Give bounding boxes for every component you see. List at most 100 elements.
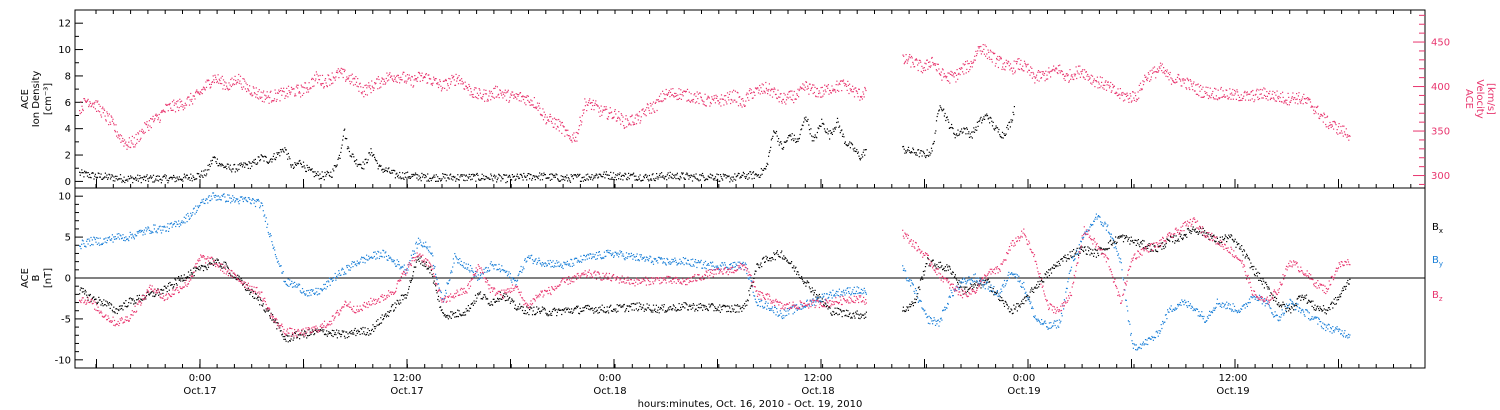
bx-point <box>813 294 815 296</box>
velocity-point <box>820 87 822 89</box>
velocity-point <box>905 54 907 56</box>
ion-density-point <box>526 175 528 177</box>
ion-density-point <box>450 178 452 180</box>
bx-point <box>903 310 905 312</box>
velocity-point <box>362 91 364 93</box>
velocity-point <box>380 86 382 88</box>
velocity-point <box>843 82 845 84</box>
bx-point <box>195 270 197 272</box>
ion-density-point <box>732 180 734 182</box>
bx-point <box>769 257 771 260</box>
ion-density-point <box>564 179 566 181</box>
velocity-point <box>419 80 421 82</box>
bx-point <box>93 296 95 298</box>
ion-density-point <box>997 131 999 133</box>
bx-point <box>458 310 460 312</box>
bx-point <box>452 312 454 314</box>
velocity-point <box>928 61 930 63</box>
bx-point <box>118 305 121 307</box>
ion-density-point <box>117 178 119 180</box>
velocity-point <box>204 88 206 90</box>
velocity-point <box>1296 98 1298 100</box>
bx-point <box>1081 246 1083 248</box>
ion-density-point <box>845 144 847 146</box>
bx-point <box>417 258 420 260</box>
velocity-point <box>445 80 447 82</box>
ion-density-point <box>236 170 239 172</box>
ion-density-point <box>472 173 474 175</box>
bx-point <box>376 324 378 326</box>
bx-point <box>1034 286 1036 288</box>
bx-point <box>142 294 144 296</box>
ion-density-point <box>768 155 770 157</box>
velocity-point <box>178 109 180 112</box>
bx-point <box>1048 269 1050 271</box>
velocity-point <box>337 68 339 70</box>
velocity-point <box>722 98 724 100</box>
bx-point <box>632 303 634 305</box>
velocity-point <box>1027 63 1029 65</box>
velocity-point <box>332 76 334 78</box>
velocity-point <box>249 93 251 95</box>
velocity-point <box>821 86 823 88</box>
ion-density-point <box>447 177 450 179</box>
bx-point <box>1016 303 1018 305</box>
velocity-point <box>842 80 844 82</box>
ion-density-point <box>455 180 457 182</box>
velocity-point <box>531 100 533 102</box>
bx-point <box>200 264 202 267</box>
bx-point <box>522 306 524 308</box>
velocity-point <box>1279 100 1281 102</box>
ion-density-point <box>256 163 258 165</box>
bx-point <box>1002 299 1004 302</box>
velocity-point <box>277 92 279 94</box>
bx-point <box>780 252 782 254</box>
velocity-point <box>561 121 563 124</box>
velocity-point <box>435 78 437 80</box>
top-right-tick-label: 400 <box>1431 82 1450 93</box>
bx-point <box>321 329 323 331</box>
ion-density-point <box>420 180 422 182</box>
bx-point <box>589 309 591 311</box>
velocity-point <box>323 86 325 88</box>
velocity-point <box>286 87 288 89</box>
bx-point <box>803 282 805 285</box>
ion-density-point <box>546 177 549 179</box>
velocity-point <box>1272 90 1274 92</box>
bottom-x-axis <box>95 359 1412 368</box>
velocity-point <box>400 76 402 78</box>
velocity-point <box>1112 87 1114 89</box>
velocity-point <box>1183 82 1185 84</box>
velocity-point <box>249 85 251 87</box>
bx-point <box>608 312 610 314</box>
velocity-point <box>832 88 834 90</box>
velocity-point <box>686 88 689 90</box>
bx-point <box>580 310 582 313</box>
bx-point <box>245 289 247 292</box>
velocity-point <box>355 81 358 83</box>
ion-density-point <box>446 174 448 176</box>
velocity-point <box>850 88 852 91</box>
bx-point <box>556 311 558 313</box>
velocity-point <box>493 97 495 99</box>
ion-density-point <box>208 169 210 171</box>
ion-density-point <box>344 128 346 130</box>
bx-point <box>312 331 314 333</box>
velocity-point <box>179 98 181 100</box>
velocity-point <box>542 108 544 110</box>
velocity-point <box>730 98 732 101</box>
ion-density-point <box>174 181 176 183</box>
ion-density-point <box>951 127 953 129</box>
bx-point <box>483 294 485 296</box>
ion-density-point <box>969 133 971 135</box>
ion-density-point <box>690 174 692 176</box>
velocity-point <box>1162 72 1164 74</box>
ion-density-point <box>375 160 377 162</box>
velocity-point <box>846 89 848 91</box>
bx-point <box>652 311 654 313</box>
velocity-point <box>422 79 424 82</box>
bx-point <box>455 312 457 314</box>
ion-density-point <box>743 173 745 175</box>
bx-point <box>1076 247 1078 249</box>
velocity-point <box>323 87 325 89</box>
